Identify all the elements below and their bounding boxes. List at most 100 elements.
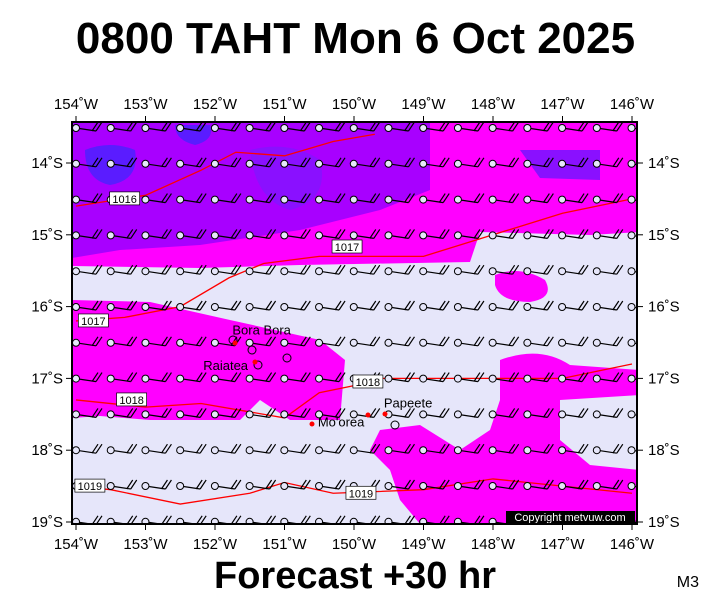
wind-barb bbox=[176, 300, 207, 311]
wind-barb bbox=[72, 408, 103, 419]
isobar-label: 1018 bbox=[356, 377, 380, 389]
wind-barb bbox=[176, 193, 207, 204]
wind-barb bbox=[592, 408, 624, 419]
wind-barb bbox=[106, 443, 138, 455]
lon-label-top: 148˚W bbox=[471, 96, 516, 113]
wind-barb bbox=[384, 193, 415, 204]
wind-barb bbox=[384, 300, 415, 311]
wind-barb bbox=[315, 122, 346, 132]
wind-barb bbox=[592, 264, 624, 276]
lon-label-top: 150˚W bbox=[332, 96, 377, 113]
wind-barb bbox=[558, 264, 589, 276]
wind-barb bbox=[349, 229, 381, 240]
wind-barb bbox=[627, 267, 637, 276]
wind-barb bbox=[210, 408, 242, 419]
wind-barb bbox=[523, 443, 554, 455]
wind-barb bbox=[210, 264, 242, 276]
wind-barb bbox=[453, 264, 485, 276]
wind-barb bbox=[315, 157, 346, 168]
lat-label-right: 16˚S bbox=[648, 299, 680, 316]
wind-barb bbox=[384, 336, 415, 347]
isobar-label: 1019 bbox=[78, 481, 102, 493]
wind-barb bbox=[280, 372, 311, 383]
wind-barb bbox=[558, 336, 589, 347]
wind-barb bbox=[176, 372, 207, 383]
lon-label-top: 147˚W bbox=[540, 96, 585, 113]
wind-barb bbox=[453, 122, 485, 132]
wind-barb bbox=[558, 300, 589, 311]
wind-barb bbox=[210, 300, 242, 311]
wind-barb bbox=[106, 229, 138, 240]
wind-barb bbox=[627, 159, 637, 168]
wind-barb bbox=[558, 157, 589, 168]
lon-label-bottom: 149˚W bbox=[401, 536, 446, 553]
isobar-label: 1016 bbox=[112, 194, 136, 206]
wind-barb bbox=[592, 372, 624, 383]
wind-barb bbox=[592, 479, 624, 490]
wind-barb bbox=[72, 193, 103, 204]
wind-barb bbox=[176, 229, 207, 240]
chart-title: 0800 TAHT Mon 6 Oct 2025 bbox=[75, 14, 636, 63]
town-marker bbox=[232, 340, 238, 346]
wind-barb bbox=[488, 122, 520, 132]
wind-barb bbox=[419, 300, 450, 311]
wind-barb bbox=[627, 374, 637, 383]
pressure-shade-region bbox=[370, 353, 637, 524]
wind-barb bbox=[106, 479, 138, 490]
wind-barb bbox=[558, 193, 589, 204]
wind-barb bbox=[349, 157, 381, 168]
wind-barb bbox=[106, 157, 138, 168]
wind-barb bbox=[210, 443, 242, 455]
wind-barb bbox=[141, 122, 172, 132]
wind-barb bbox=[592, 300, 624, 311]
wind-barb bbox=[72, 264, 103, 276]
wind-barb bbox=[280, 408, 311, 419]
wind-barb bbox=[558, 122, 589, 132]
pressure-shade-region bbox=[72, 122, 430, 258]
wind-barb bbox=[315, 408, 346, 419]
wind-barb bbox=[453, 157, 485, 168]
town-marker bbox=[382, 411, 388, 417]
wind-barb bbox=[419, 157, 450, 168]
wind-barb bbox=[280, 157, 311, 168]
island-outline bbox=[390, 420, 400, 430]
pressure-shade-region bbox=[175, 125, 211, 145]
place-label: Raiatea bbox=[203, 358, 249, 373]
wind-barb bbox=[453, 193, 485, 204]
wind-barb bbox=[106, 408, 138, 419]
wind-barb bbox=[315, 300, 346, 311]
wind-barb bbox=[419, 479, 450, 490]
wind-barb bbox=[453, 443, 485, 455]
isobar-label: 1017 bbox=[81, 316, 105, 328]
wind-barb bbox=[106, 372, 138, 383]
lon-label-top: 149˚W bbox=[401, 96, 446, 113]
place-label: Papeete bbox=[384, 395, 432, 410]
lon-label-top: 152˚W bbox=[193, 96, 238, 113]
wind-barb bbox=[141, 157, 172, 168]
wind-barb bbox=[488, 408, 520, 419]
lon-label-bottom: 147˚W bbox=[540, 536, 585, 553]
lat-label-left: 14˚S bbox=[31, 155, 63, 172]
wind-barb bbox=[592, 443, 624, 455]
lat-label-left: 15˚S bbox=[31, 227, 63, 244]
wind-barb bbox=[176, 408, 207, 419]
lon-label-bottom: 146˚W bbox=[610, 536, 655, 553]
wind-barb bbox=[141, 264, 172, 276]
wind-barb bbox=[419, 122, 450, 132]
wind-barb bbox=[349, 264, 381, 276]
wind-barb bbox=[210, 193, 242, 204]
wind-barb bbox=[523, 229, 554, 240]
wind-barb bbox=[384, 479, 415, 490]
isobar-label-box bbox=[116, 392, 147, 407]
wind-barb bbox=[627, 482, 637, 490]
isobar-label-box bbox=[78, 313, 109, 328]
lat-label-right: 14˚S bbox=[648, 155, 680, 172]
wind-barb bbox=[245, 336, 277, 347]
wind-barb bbox=[176, 336, 207, 347]
pressure-shade-region bbox=[495, 271, 548, 302]
wind-barb bbox=[72, 372, 103, 383]
wind-barb bbox=[384, 372, 415, 383]
wind-barb bbox=[523, 157, 554, 168]
wind-barb bbox=[349, 300, 381, 311]
wind-barb bbox=[141, 193, 172, 204]
